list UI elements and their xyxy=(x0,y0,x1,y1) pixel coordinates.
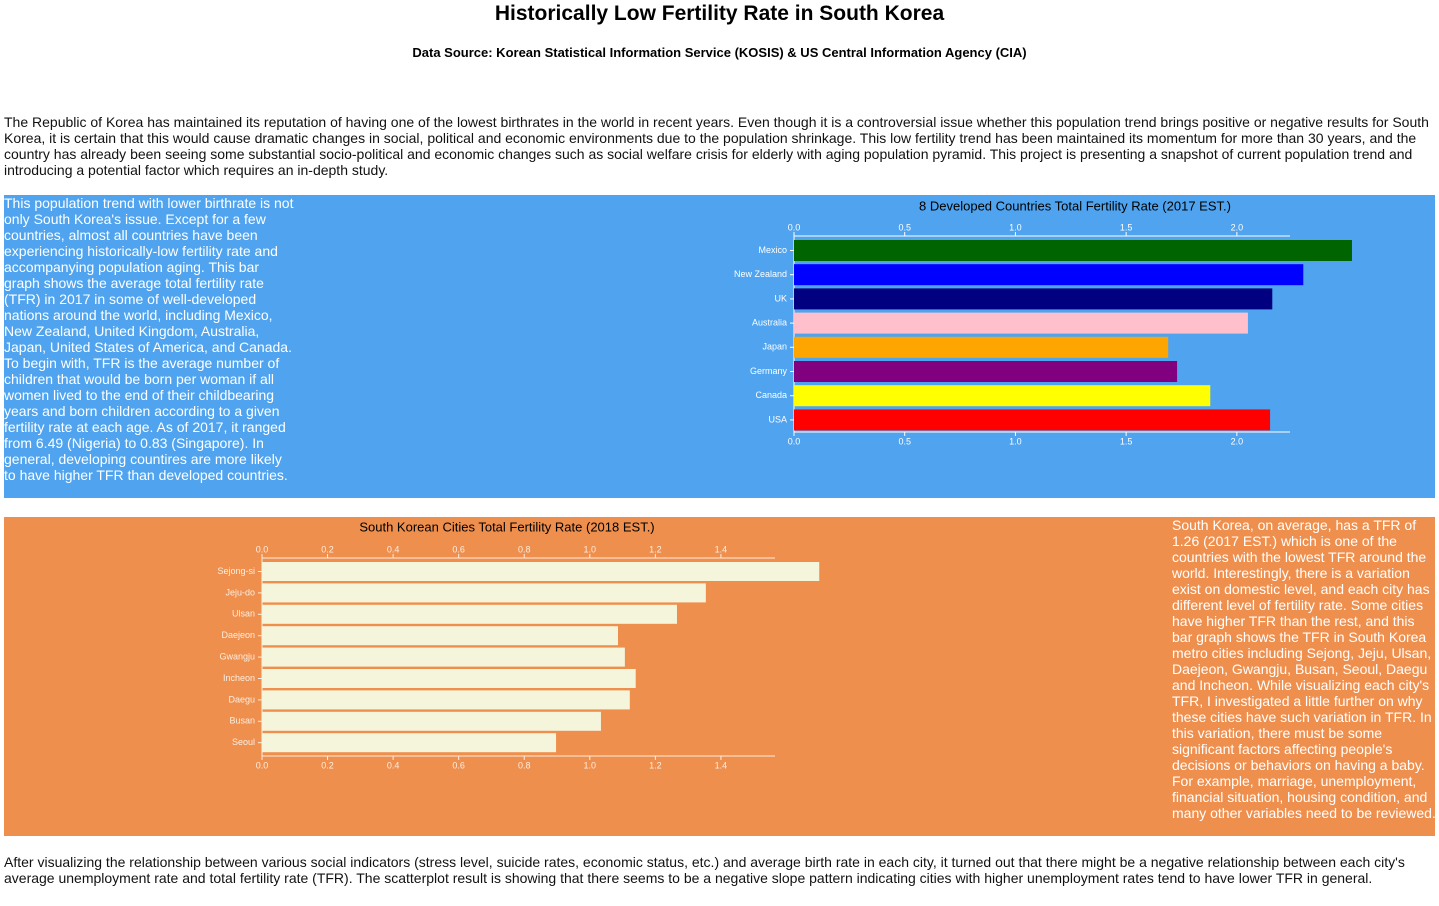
y-tick-label: Incheon xyxy=(223,673,255,683)
y-tick-label: UK xyxy=(774,293,787,303)
y-tick-label: Mexico xyxy=(758,245,787,255)
intro-text: The Republic of Korea has maintained its… xyxy=(4,114,1429,178)
bar xyxy=(262,626,618,646)
x-tick-label: 0.0 xyxy=(256,760,269,770)
section-text: South Korea, on average, has a TFR of 1.… xyxy=(1172,517,1436,821)
bar xyxy=(262,669,636,688)
bar xyxy=(794,385,1211,407)
x-tick-label: 1.0 xyxy=(1009,436,1022,446)
bar xyxy=(262,583,706,603)
x-tick-label: 0.0 xyxy=(788,436,801,446)
x-tick-label: 0.5 xyxy=(898,436,911,446)
x-tick-label: 1.0 xyxy=(584,544,597,554)
chart-title: 8 Developed Countries Total Fertility Ra… xyxy=(919,198,1231,213)
x-tick-label: 1.2 xyxy=(649,544,662,554)
x-tick-label: 1.5 xyxy=(1120,222,1133,232)
x-tick-label: 0.5 xyxy=(898,222,911,232)
bar xyxy=(794,336,1169,358)
x-tick-label: 1.5 xyxy=(1120,436,1133,446)
bar xyxy=(794,264,1304,286)
x-tick-label: 0.8 xyxy=(518,544,531,554)
bar xyxy=(262,711,601,731)
bar xyxy=(262,604,677,624)
x-tick-label: 0.4 xyxy=(387,544,400,554)
y-tick-label: Gwangju xyxy=(219,651,255,661)
y-tick-label: Daegu xyxy=(228,694,255,704)
x-tick-label: 0.6 xyxy=(452,544,465,554)
y-tick-label: Japan xyxy=(762,342,787,352)
bar xyxy=(794,312,1248,334)
x-tick-label: 0.6 xyxy=(452,760,465,770)
y-tick-label: USA xyxy=(768,414,787,424)
x-tick-label: 1.4 xyxy=(715,544,728,554)
data-source: Data Source: Korean Statistical Informat… xyxy=(412,45,1027,60)
chart-title: South Korean Cities Total Fertility Rate… xyxy=(359,519,654,534)
x-tick-label: 1.0 xyxy=(1009,222,1022,232)
y-tick-label: Ulsan xyxy=(232,609,255,619)
x-tick-label: 1.0 xyxy=(584,760,597,770)
x-tick-label: 1.2 xyxy=(649,760,662,770)
y-tick-label: New Zealand xyxy=(734,269,787,279)
x-tick-label: 0.0 xyxy=(788,222,801,232)
outro-text: After visualizing the relationship betwe… xyxy=(4,854,1405,886)
x-tick-label: 0.0 xyxy=(256,544,269,554)
page-title: Historically Low Fertility Rate in South… xyxy=(494,2,945,25)
y-tick-label: Germany xyxy=(750,366,788,376)
bar xyxy=(794,288,1273,310)
bar xyxy=(262,733,557,753)
y-tick-label: Jeju-do xyxy=(225,587,255,597)
bar xyxy=(262,690,630,710)
bar xyxy=(262,562,820,581)
x-tick-label: 0.2 xyxy=(321,544,334,554)
bar xyxy=(794,409,1271,431)
bar xyxy=(262,647,625,667)
x-tick-label: 2.0 xyxy=(1231,436,1244,446)
bar xyxy=(794,361,1178,382)
y-tick-label: Australia xyxy=(752,317,787,327)
x-tick-label: 0.4 xyxy=(387,760,400,770)
section-text: This population trend with lower birthra… xyxy=(4,195,294,483)
y-tick-label: Seoul xyxy=(232,737,255,747)
y-tick-label: Sejong-si xyxy=(217,566,255,576)
x-tick-label: 2.0 xyxy=(1231,222,1244,232)
x-tick-label: 0.8 xyxy=(518,760,531,770)
x-tick-label: 1.4 xyxy=(715,760,728,770)
y-tick-label: Daejeon xyxy=(221,630,255,640)
y-tick-label: Canada xyxy=(755,390,787,400)
y-tick-label: Busan xyxy=(229,716,255,726)
x-tick-label: 0.2 xyxy=(321,760,334,770)
bar xyxy=(794,240,1352,261)
